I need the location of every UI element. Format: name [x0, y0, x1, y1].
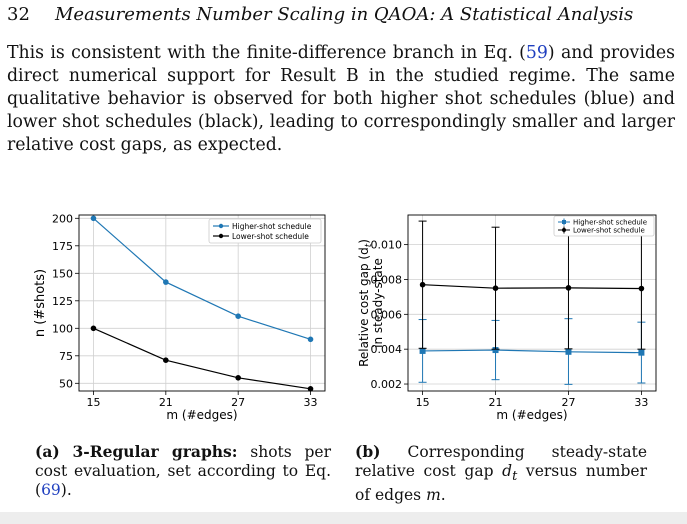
y-tick-label: 0.006 [371, 308, 403, 321]
x-tick-label: 21 [489, 396, 503, 409]
paragraph-text-1: This is consistent with the finite-diffe… [7, 43, 526, 63]
y-tick-label: 50 [59, 377, 73, 390]
x-tick-label: 27 [561, 396, 575, 409]
series-0 [418, 318, 646, 385]
data-point [307, 386, 314, 392]
series-line [93, 327, 311, 390]
legend-label: Higher-shot schedule [232, 222, 312, 231]
data-point [235, 313, 241, 319]
x-axis-label: m (#edges) [496, 408, 567, 422]
legend-label: Higher-shot schedule [573, 219, 647, 227]
running-title: Measurements Number Scaling in QAOA: A S… [55, 4, 634, 25]
y-tick-label: 0.010 [371, 239, 403, 252]
data-point [307, 336, 314, 343]
chart-1-plot: 15 21 27 33 0.002 0.004 0.006 0.008 0.010 m (#edg… [357, 214, 657, 422]
series-line [422, 284, 642, 290]
data-point [638, 285, 645, 292]
chart-b-svg: 15 21 27 33 0.002 0.004 0.006 0.008 0.010 m (#edg… [357, 214, 657, 422]
legend-label: Lower-shot schedule [232, 232, 309, 241]
series-0 [90, 215, 314, 343]
y-tick-label: 150 [52, 267, 73, 280]
x-tick-label: 21 [159, 396, 173, 409]
legend-swatch-marker [562, 228, 566, 232]
data-point [163, 279, 169, 285]
caption-a-equation-link[interactable]: 69 [41, 481, 61, 499]
plot-frame [407, 214, 657, 392]
caption-b: (b) Corresponding steady-state relative … [355, 442, 647, 505]
figure-b-cost-gap-chart: 15 21 27 33 0.002 0.004 0.006 0.008 0.010 m (#edg… [348, 205, 683, 435]
y-axis-label: n (#shots) [33, 269, 48, 337]
y-tick-label: 75 [59, 350, 73, 363]
legend-box [553, 215, 655, 237]
data-point [90, 215, 97, 222]
page-header: 32 Measurements Number Scaling in QAOA: … [7, 4, 687, 28]
y-label-subscript: t [364, 243, 374, 247]
bottom-scroll-bar [0, 512, 687, 524]
y-label-text: Relative cost gap (d [357, 247, 371, 367]
series-1 [418, 217, 646, 350]
x-tick-label: 33 [304, 396, 318, 409]
data-point [638, 349, 645, 356]
x-tick-label: 15 [416, 396, 430, 409]
legend-swatch-marker [218, 233, 224, 239]
y-tick-label: 175 [52, 240, 73, 253]
series-line [422, 349, 642, 354]
chart-0-plot: 15 21 27 33 50 75 100 125 150 175 200 m (#edges) n (… [33, 212, 326, 422]
caption-b-label: (b) [355, 442, 381, 461]
caption-b-end: . [440, 486, 446, 505]
legend-box [208, 218, 322, 244]
data-point [419, 347, 426, 354]
data-point [90, 325, 97, 332]
caption-b-var-sub: t [512, 469, 518, 485]
y-tick-label: 0.008 [371, 273, 403, 286]
legend-swatch-marker [562, 220, 566, 224]
data-point [492, 285, 499, 291]
data-point [492, 347, 499, 354]
equation-reference-link[interactable]: 59 [525, 43, 548, 63]
data-point [565, 285, 572, 291]
caption-a-text: shots per cost evaluation, set according… [35, 443, 332, 499]
caption-a-label: (a) [35, 442, 60, 461]
legend-label: Lower-shot schedule [573, 227, 645, 235]
y-axis-label-line1: Relative cost gap (dt) [357, 239, 374, 367]
x-tick-label: 27 [231, 396, 245, 409]
figure-a-shots-chart: 15 21 27 33 50 75 100 125 150 175 200 m (#edges) n (… [0, 205, 340, 435]
data-point [419, 281, 426, 288]
caption-b-var-m: m [426, 486, 441, 505]
legend-swatch-marker [218, 223, 224, 229]
x-tick-label: 15 [86, 396, 100, 409]
caption-b-text-2: versus number of edges [355, 462, 647, 505]
plot-frame [78, 214, 326, 392]
page-number: 32 [7, 4, 30, 25]
x-tick-label: 33 [634, 396, 648, 409]
y-axis-label-line2: in steady-state [371, 258, 385, 348]
series-1 [90, 325, 314, 392]
x-axis-label: m (#edges) [166, 408, 237, 422]
series-line [93, 217, 311, 340]
data-point [163, 357, 169, 363]
y-tick-label: 200 [52, 212, 73, 225]
y-tick-label: 0.004 [371, 343, 403, 356]
body-paragraph: This is consistent with the finite-diffe… [7, 42, 675, 157]
chart-a-svg: 15 21 27 33 50 75 100 125 150 175 200 m (#edges) n (… [33, 212, 326, 422]
caption-a: (a) 3-Regular graphs: shots per cost eva… [35, 442, 331, 500]
y-tick-label: 125 [52, 295, 73, 308]
caption-a-bold: 3-Regular graphs: [72, 442, 238, 461]
data-point [235, 375, 241, 381]
y-tick-label: 0.002 [371, 378, 403, 391]
y-tick-label: 100 [52, 322, 73, 335]
caption-b-text-1: Corresponding steady-state relative cost… [355, 443, 647, 480]
data-point [565, 348, 572, 355]
caption-a-end: ). [60, 481, 72, 499]
y-label-close: ) [357, 239, 371, 244]
paragraph-text-2: ) and provides direct numerical support … [7, 43, 676, 155]
caption-b-var-d: d [502, 462, 513, 480]
